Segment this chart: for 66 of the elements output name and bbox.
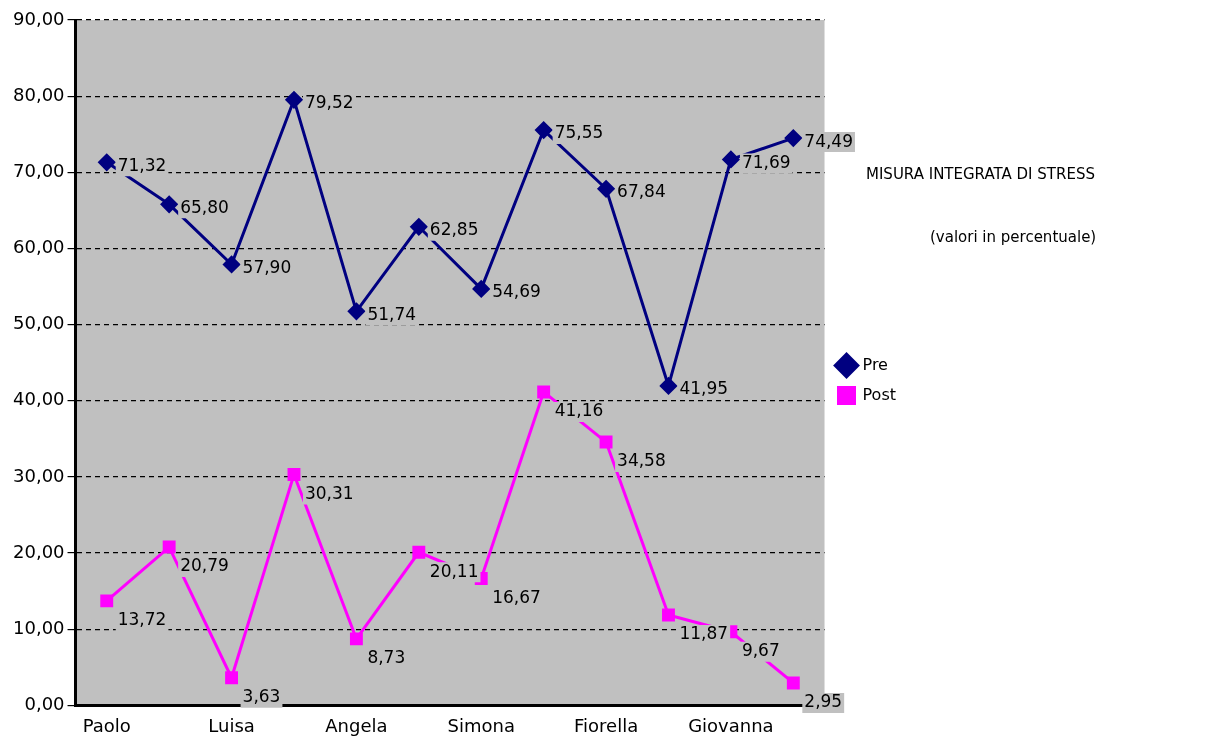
data-label: 57,90 xyxy=(242,256,292,277)
point xyxy=(599,435,613,449)
point xyxy=(225,671,239,685)
data-label: 41,16 xyxy=(554,400,604,421)
y-tick-label: 60,00 xyxy=(13,236,65,258)
data-label: 20,79 xyxy=(180,555,229,576)
point xyxy=(535,121,553,139)
legend-label: Post xyxy=(862,384,897,404)
point xyxy=(472,280,490,298)
data-label: 20,11 xyxy=(429,560,479,581)
point xyxy=(662,608,675,622)
data-label: 9,67 xyxy=(741,640,780,661)
y-tick-label: 10,00 xyxy=(13,616,65,638)
point xyxy=(659,377,677,395)
data-label: 54,69 xyxy=(492,281,541,302)
legend-label: Pre xyxy=(862,354,888,374)
x-tick-label: Giovanna xyxy=(688,714,774,736)
data-label: 67,84 xyxy=(617,181,666,202)
point xyxy=(287,468,301,482)
data-label: 3,63 xyxy=(242,686,281,707)
point xyxy=(162,540,176,554)
data-label: 30,31 xyxy=(304,482,354,503)
data-label: 74,49 xyxy=(804,130,853,151)
point xyxy=(160,195,178,213)
data-label: 2,95 xyxy=(804,691,843,712)
point xyxy=(100,594,114,608)
data-label: 13,72 xyxy=(117,609,167,630)
point xyxy=(410,218,428,236)
point xyxy=(537,385,551,399)
text: MISURA INTEGRATA DI STRESS xyxy=(866,165,1095,183)
point xyxy=(722,150,740,168)
data-label: 41,95 xyxy=(679,378,729,399)
data-label: 51,74 xyxy=(367,303,417,324)
y-tick-label: 0,00 xyxy=(24,693,65,715)
data-label: 34,58 xyxy=(617,450,666,471)
point xyxy=(98,153,116,171)
point xyxy=(412,545,426,559)
x-tick-label: Angela xyxy=(325,714,388,736)
point xyxy=(349,632,363,646)
x-tick-label: Paolo xyxy=(82,714,131,736)
point xyxy=(285,91,303,109)
y-tick-label: 70,00 xyxy=(13,159,65,181)
x-tick-label: Fiorella xyxy=(573,714,639,736)
point xyxy=(786,676,800,690)
point xyxy=(223,255,241,273)
data-label: 71,69 xyxy=(741,151,791,172)
y-tick-label: 30,00 xyxy=(13,464,65,486)
data-label: 65,80 xyxy=(180,196,229,217)
data-label: 75,55 xyxy=(554,122,604,143)
y-tick-label: 80,00 xyxy=(13,83,65,105)
y-tick-label: 90,00 xyxy=(13,7,65,29)
data-label: 62,85 xyxy=(429,219,479,240)
point xyxy=(784,129,802,147)
data-label: 8,73 xyxy=(367,647,406,668)
y-tick-label: 50,00 xyxy=(13,312,65,334)
y-tick-label: 40,00 xyxy=(13,388,65,410)
data-label: 11,87 xyxy=(679,623,729,644)
data-label: 79,52 xyxy=(304,92,354,113)
text: (valori in percentuale) xyxy=(930,228,1097,246)
x-tick-label: Simona xyxy=(447,714,515,736)
x-tick-label: Luisa xyxy=(208,714,255,736)
data-label: 16,67 xyxy=(492,586,541,607)
point xyxy=(347,302,365,320)
data-label: 71,32 xyxy=(117,154,167,175)
y-tick-label: 20,00 xyxy=(13,540,65,562)
point xyxy=(597,180,615,198)
